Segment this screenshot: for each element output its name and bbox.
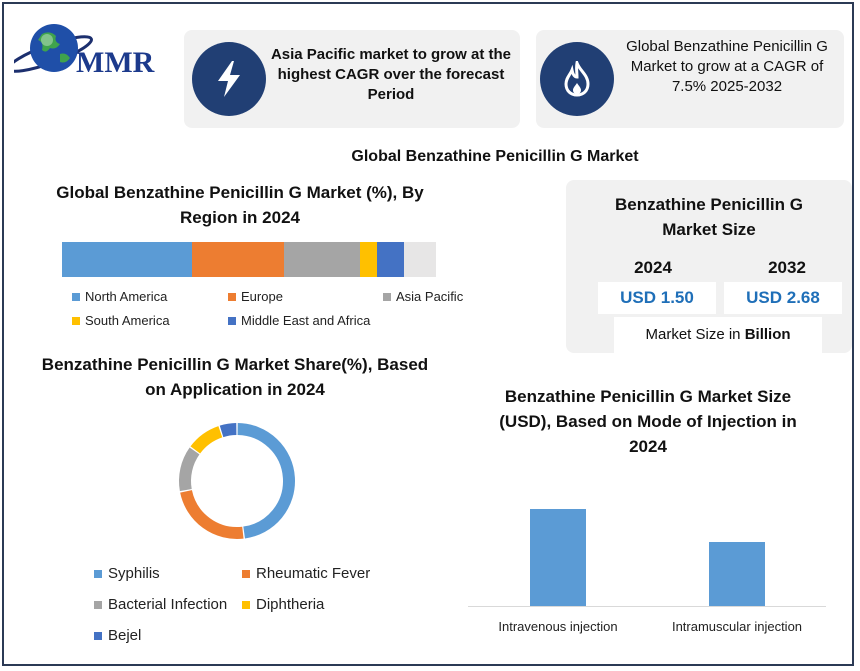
market-size-footer-unit: Billion bbox=[744, 326, 791, 343]
legend-label: Asia Pacific bbox=[396, 289, 464, 304]
legend-swatch bbox=[242, 600, 250, 609]
legend-swatch bbox=[72, 316, 80, 325]
region-chart-title: Global Benzathine Penicillin G Market (%… bbox=[56, 183, 424, 227]
donut-slice-diphtheria bbox=[190, 426, 223, 454]
donut-slice-bejel bbox=[219, 423, 237, 438]
legend-label: South America bbox=[85, 313, 170, 328]
region-stacked-bar bbox=[62, 242, 436, 277]
flame-icon bbox=[564, 61, 590, 97]
legend-swatch bbox=[72, 292, 80, 301]
market-size-2032-value: USD 2.68 bbox=[724, 282, 842, 314]
callout-text-1: Asia Pacific market to grow at the highe… bbox=[270, 46, 512, 103]
legend-label: North America bbox=[85, 289, 168, 304]
injection-bar-chart bbox=[468, 509, 826, 607]
callout-icon-circle-2 bbox=[540, 42, 614, 116]
application-chart-title: Benzathine Penicillin G Market Share(%),… bbox=[41, 355, 429, 399]
callout-card-2: Global Benzathine Penicillin G Market to… bbox=[536, 30, 844, 128]
injection-bar-intramuscular-injection bbox=[709, 542, 765, 606]
legend-swatch bbox=[94, 600, 102, 609]
injection-chart-title: Benzathine Penicillin G Market Size (USD… bbox=[499, 387, 797, 456]
logo-text: MMR bbox=[76, 46, 155, 79]
region-bar-segment-asia-pacific bbox=[284, 242, 360, 277]
legend-label: Rheumatic Fever bbox=[256, 565, 371, 582]
market-size-footer: Market Size in Billion bbox=[614, 317, 822, 353]
region-bar-segment-europe bbox=[191, 242, 285, 277]
mmr-logo: MMR bbox=[14, 18, 174, 88]
region-legend-item-middle-east-and-africa: Middle East and Africa bbox=[228, 313, 370, 328]
region-legend-item-north-america: North America bbox=[72, 289, 167, 304]
donut-slice-bacterial-infection bbox=[179, 447, 200, 492]
region-legend-item-europe: Europe bbox=[228, 289, 283, 304]
legend-swatch bbox=[383, 292, 391, 301]
application-legend-item-rheumatic-fever: Rheumatic Fever bbox=[242, 565, 370, 582]
legend-swatch bbox=[94, 569, 102, 578]
x-tick-label-intramuscular-injection: Intramuscular injection bbox=[671, 619, 803, 634]
market-size-title: Benzathine Penicillin G Market Size bbox=[615, 195, 803, 239]
callout-text-2: Global Benzathine Penicillin G Market to… bbox=[626, 38, 828, 95]
callout-card-1: Asia Pacific market to grow at the highe… bbox=[184, 30, 520, 128]
callout-icon-circle-1 bbox=[192, 42, 266, 116]
application-donut-chart bbox=[179, 423, 295, 539]
application-legend-item-syphilis: Syphilis bbox=[94, 565, 160, 582]
legend-swatch bbox=[94, 631, 102, 640]
legend-label: Syphilis bbox=[108, 565, 160, 582]
donut-slice-syphilis bbox=[237, 423, 295, 539]
donut-slice-rheumatic-fever bbox=[180, 489, 244, 539]
lightning-icon bbox=[218, 61, 240, 97]
region-bar-segment-north-america bbox=[62, 242, 192, 277]
region-bar-segment-middle-east-and-africa bbox=[376, 242, 404, 277]
region-legend-item-asia-pacific: Asia Pacific bbox=[383, 289, 463, 304]
application-legend-item-diphtheria: Diphtheria bbox=[242, 596, 324, 613]
market-size-footer-prefix: Market Size in bbox=[645, 326, 745, 343]
main-title: Global Benzathine Penicillin G Market bbox=[351, 148, 639, 165]
legend-label: Bejel bbox=[108, 627, 142, 644]
region-legend-item-south-america: South America bbox=[72, 313, 170, 328]
globe-icon bbox=[14, 24, 93, 73]
legend-swatch bbox=[228, 316, 236, 325]
legend-swatch bbox=[228, 292, 236, 301]
injection-bar-intravenous-injection bbox=[530, 509, 586, 606]
legend-label: Europe bbox=[241, 289, 283, 304]
region-bar-segment-south-america bbox=[359, 242, 377, 277]
legend-swatch bbox=[242, 569, 250, 578]
year-2032-label: 2032 bbox=[768, 258, 806, 277]
legend-label: Bacterial Infection bbox=[108, 596, 228, 613]
application-legend-item-bejel: Bejel bbox=[94, 627, 141, 644]
x-tick-label-intravenous-injection: Intravenous injection bbox=[498, 619, 618, 634]
year-2024-label: 2024 bbox=[634, 258, 672, 277]
application-legend-item-bacterial-infection: Bacterial Infection bbox=[94, 596, 227, 613]
legend-label: Middle East and Africa bbox=[241, 313, 371, 328]
market-size-2024-value: USD 1.50 bbox=[598, 282, 716, 314]
legend-label: Diphtheria bbox=[256, 596, 325, 613]
market-size-card: Benzathine Penicillin G Market Size 2024… bbox=[566, 180, 852, 353]
